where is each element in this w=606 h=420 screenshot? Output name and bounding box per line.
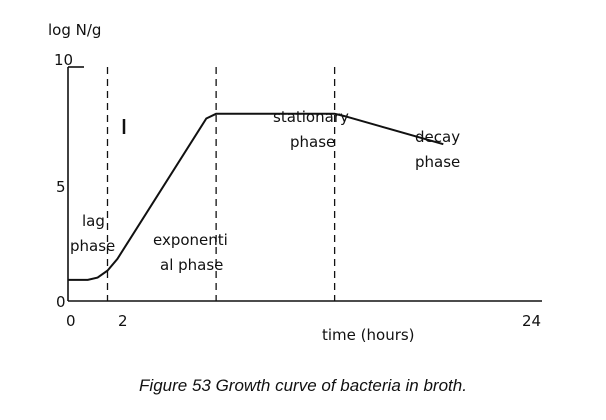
figure-caption: Figure 53 Growth curve of bacteria in br… bbox=[139, 376, 467, 395]
exponential-phase-label-line1: exponenti bbox=[153, 231, 228, 249]
y-tick-label-10: 10 bbox=[54, 51, 73, 69]
y-axis-label: log N/g bbox=[48, 21, 101, 39]
x-tick-label-24: 24 bbox=[522, 312, 541, 330]
x-axis-label: time (hours) bbox=[322, 326, 415, 344]
growth-curve-chart: log N/g time (hours) 10 5 0 0 2 24 lag p… bbox=[48, 21, 542, 344]
x-tick-label-2: 2 bbox=[118, 312, 128, 330]
x-tick-label-0: 0 bbox=[66, 312, 76, 330]
stationary-phase-label-line2: phase bbox=[290, 133, 335, 151]
stationary-phase-label-line1: stationary bbox=[273, 108, 349, 126]
exponential-phase-label-line2: al phase bbox=[160, 256, 223, 274]
growth-curve-line bbox=[68, 112, 444, 281]
decay-phase-label-line2: phase bbox=[415, 153, 460, 171]
decay-phase-label-line1: decay bbox=[415, 128, 460, 146]
lag-phase-label-line2: phase bbox=[70, 237, 115, 255]
y-tick-label-5: 5 bbox=[56, 178, 66, 196]
y-tick-label-0: 0 bbox=[56, 293, 66, 311]
lag-phase-label-line1: lag bbox=[82, 212, 105, 230]
